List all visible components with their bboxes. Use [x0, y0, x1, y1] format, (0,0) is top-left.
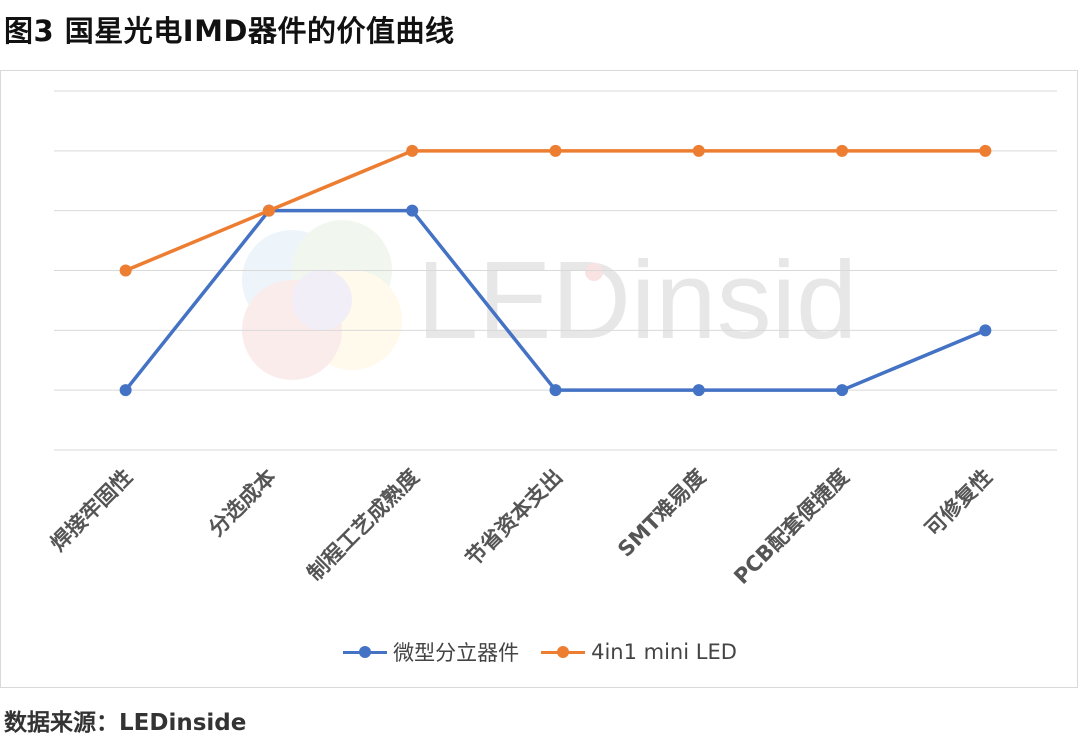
series-1-point: [692, 384, 705, 397]
series-line-1: [123, 208, 988, 392]
series-1-point: [836, 384, 849, 397]
series-1-point: [119, 384, 132, 397]
series-2-point: [836, 144, 849, 157]
series-2-point: [119, 264, 132, 277]
x-tick-label: SMT难易度: [613, 465, 710, 562]
legend-swatch-series-2: [541, 644, 586, 660]
x-tick-label: 节省资本支出: [461, 465, 567, 571]
source-note: 数据来源：LEDinside: [4, 710, 247, 736]
series-1-point: [406, 204, 419, 217]
series-2-point: [406, 144, 419, 157]
x-tick-label: 分选成本: [204, 465, 280, 541]
x-tick-label: 可修复性: [921, 465, 997, 541]
series-2-point: [549, 144, 562, 157]
x-tick-label: PCB配套便捷度: [729, 465, 853, 589]
legend-item-series-1: 微型分立器件: [343, 637, 519, 667]
legend-item-series-2: 4in1 mini LED: [541, 640, 737, 664]
legend: 微型分立器件 4in1 mini LED: [0, 637, 1080, 667]
series-1-point: [979, 324, 992, 337]
figure-title: 图3 国星光电IMD器件的价值曲线: [4, 14, 455, 48]
series-2-point: [262, 204, 275, 217]
legend-label-series-2: 4in1 mini LED: [591, 640, 737, 664]
x-tick-label: 制程工艺成熟度: [303, 465, 424, 586]
series-2-point: [979, 144, 992, 157]
series-2-point: [692, 144, 705, 157]
legend-label-series-1: 微型分立器件: [393, 641, 520, 665]
legend-swatch-series-1: [343, 644, 388, 660]
x-tick-label: 焊接牢固性: [46, 465, 137, 556]
series-1-point: [549, 384, 562, 397]
chart-area: [0, 70, 1078, 688]
watermark-text: LEDinside: [417, 239, 852, 362]
